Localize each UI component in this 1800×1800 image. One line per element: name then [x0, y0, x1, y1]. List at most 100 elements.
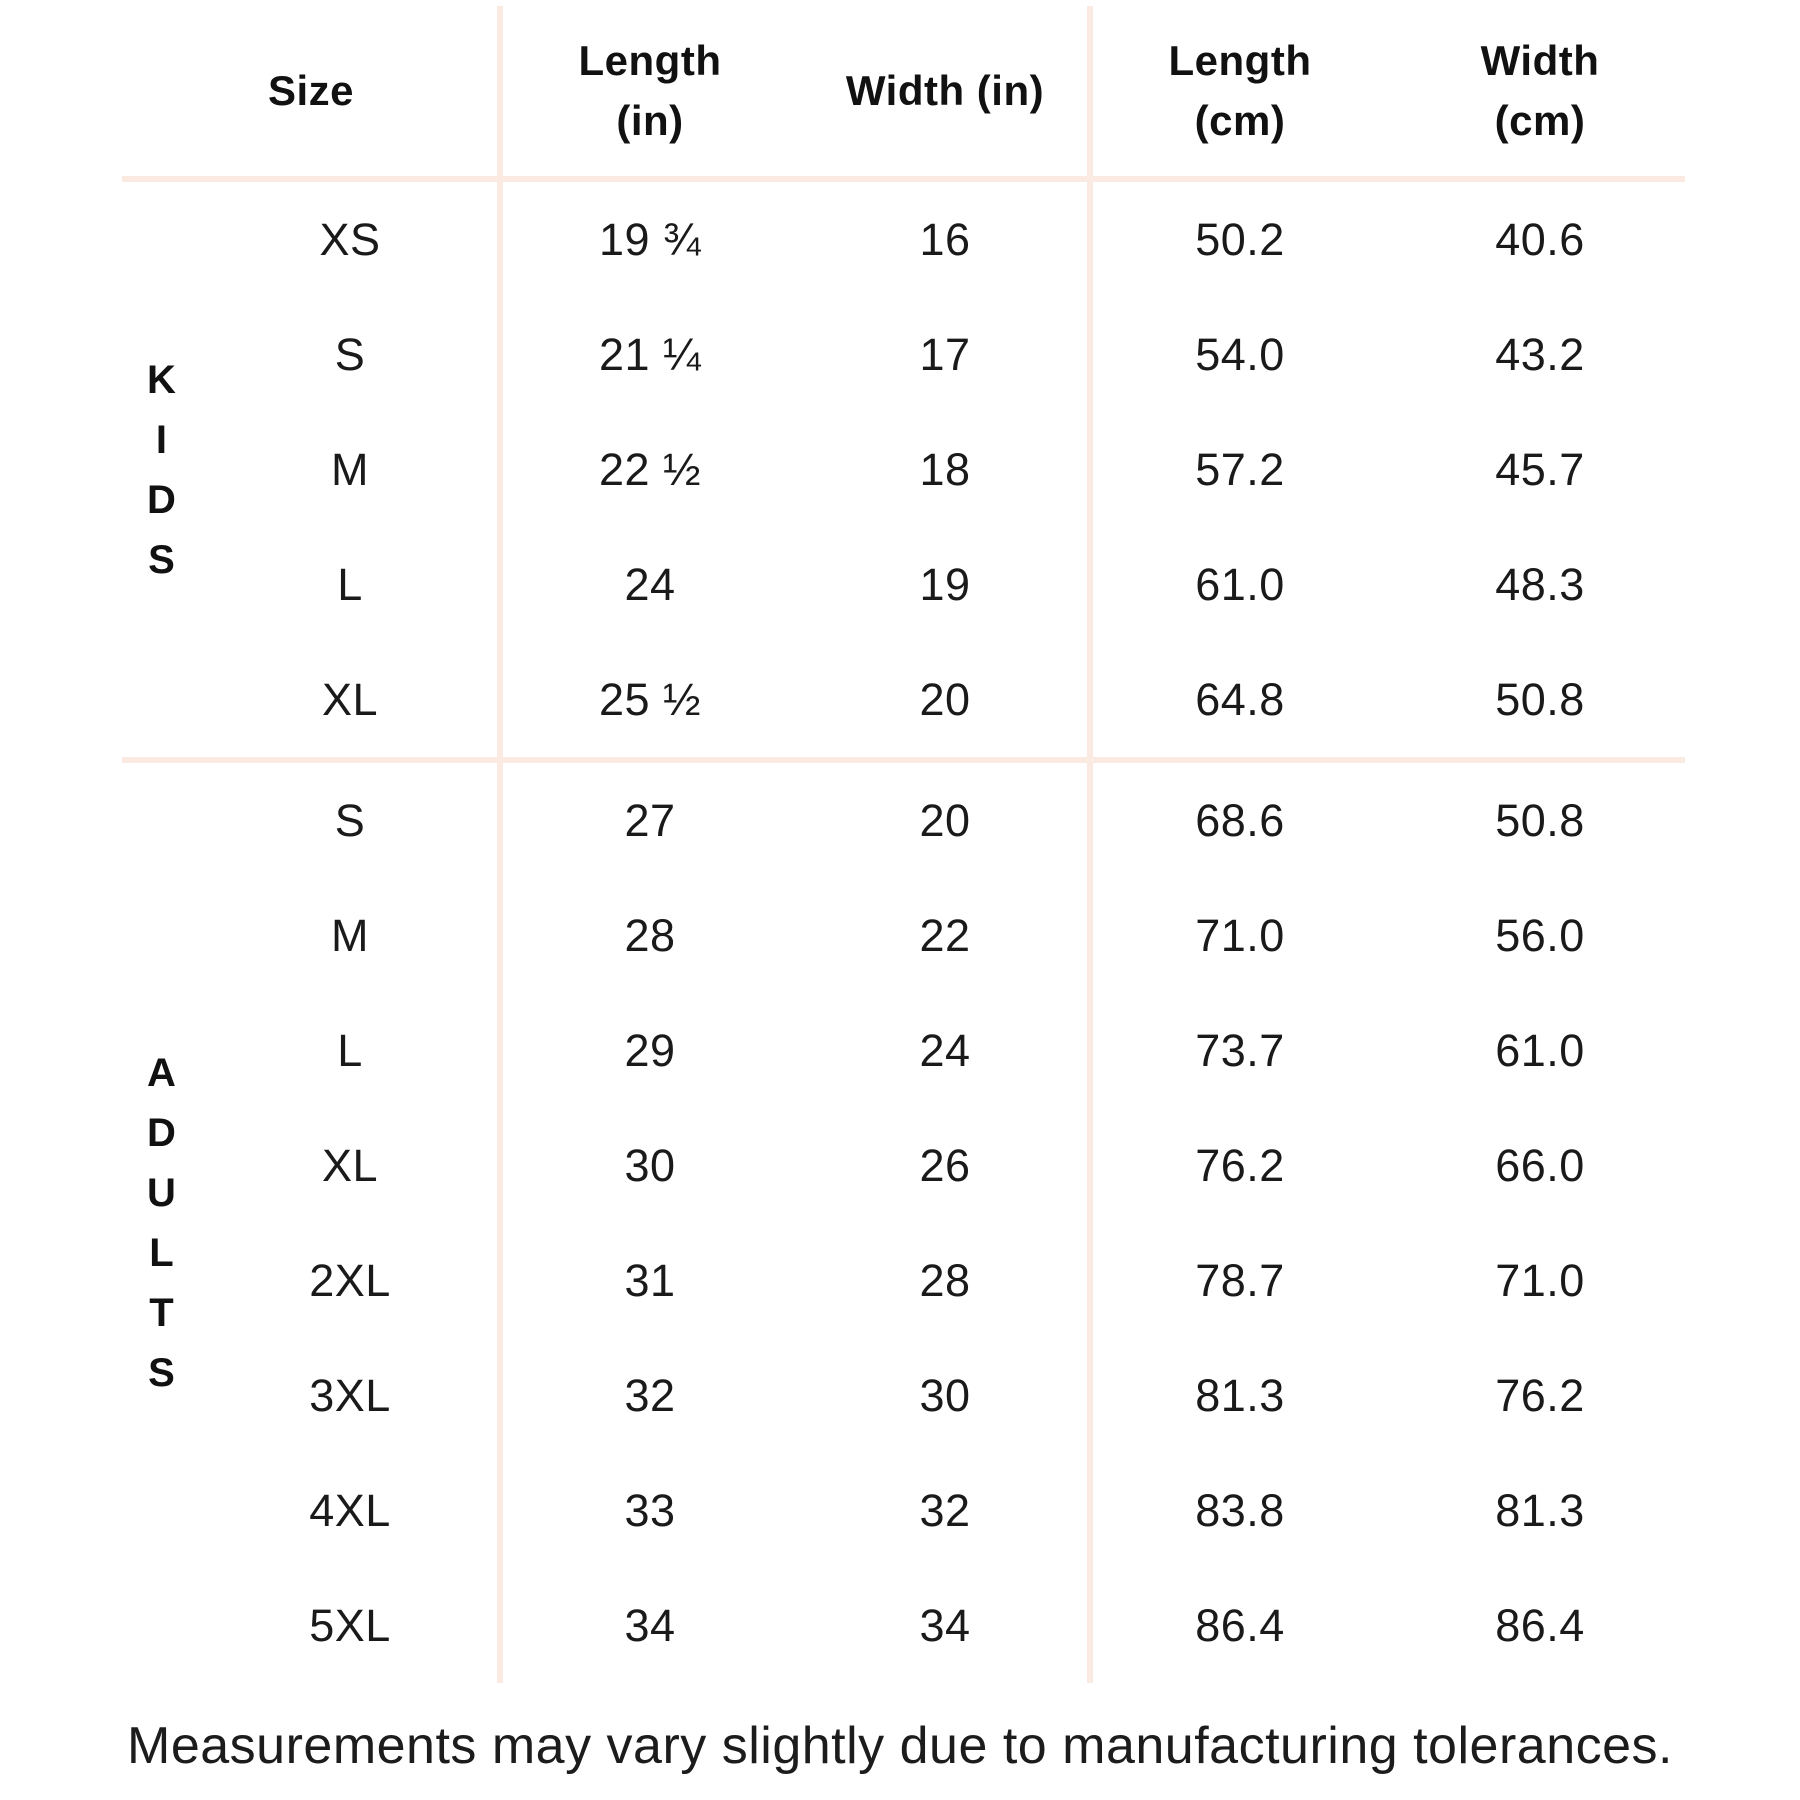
cell-width-cm: 76.2 [1495, 1369, 1585, 1421]
table-row-adults-s: S 27 20 68.6 50.8 [122, 763, 1690, 878]
col-header-size-label: Size [267, 67, 355, 114]
cell-width-in: 16 [919, 213, 971, 265]
cell-length-cm: 73.7 [1195, 1024, 1285, 1076]
col-header-width-cm-line2: (cm) [1494, 97, 1586, 144]
cell-width-cm: 43.2 [1495, 328, 1585, 380]
cell-width-cm: 48.3 [1495, 558, 1585, 610]
cell-length-cm: 81.3 [1195, 1369, 1285, 1421]
header-row: Size Length (in) Width (in) Length (cm) Wi… [122, 0, 1690, 182]
col-header-length-in-line1: Length [578, 37, 722, 84]
cell-width-cm: 40.6 [1495, 213, 1585, 265]
cell-length-in: 22 ½ [598, 443, 702, 495]
header-divider [122, 176, 1685, 182]
cell-length-cm: 76.2 [1195, 1139, 1285, 1191]
cell-size: 4XL [309, 1484, 391, 1536]
cell-length-cm: 68.6 [1195, 794, 1285, 846]
table-row-adults-l: L 29 24 73.7 61.0 [122, 993, 1690, 1108]
table-row-adults-m: M 28 22 71.0 56.0 [122, 878, 1690, 993]
cell-width-in: 26 [919, 1139, 971, 1191]
table-row-adults-5xl: 5XL 34 34 86.4 86.4 [122, 1568, 1690, 1683]
table-row-adults-3xl: 3XL 32 30 81.3 76.2 [122, 1338, 1690, 1453]
cell-length-cm: 78.7 [1195, 1254, 1285, 1306]
cell-size: S [334, 328, 366, 380]
cell-size: XL [321, 673, 379, 725]
vertical-divider-1 [497, 6, 503, 1683]
cell-length-in: 32 [624, 1369, 676, 1421]
cell-size: 2XL [309, 1254, 391, 1306]
cell-width-in: 19 [919, 558, 971, 610]
cell-width-cm: 71.0 [1495, 1254, 1585, 1306]
col-header-width-in-line1: Width (in) [845, 67, 1045, 114]
cell-length-cm: 64.8 [1195, 673, 1285, 725]
col-header-size: Size [122, 0, 500, 182]
cell-length-in: 27 [624, 794, 676, 846]
table-row-adults-4xl: 4XL 33 32 83.8 81.3 [122, 1453, 1690, 1568]
cell-length-in: 24 [624, 558, 676, 610]
cell-size: S [334, 794, 366, 846]
cell-width-in: 18 [919, 443, 971, 495]
cell-width-in: 20 [919, 794, 971, 846]
cell-size: XS [319, 213, 381, 265]
cell-length-in: 29 [624, 1024, 676, 1076]
cell-length-cm: 83.8 [1195, 1484, 1285, 1536]
cell-length-cm: 61.0 [1195, 558, 1285, 610]
cell-width-in: 20 [919, 673, 971, 725]
cell-length-in: 25 ½ [598, 673, 702, 725]
cell-length-cm: 86.4 [1195, 1599, 1285, 1651]
cell-length-in: 34 [624, 1599, 676, 1651]
cell-width-cm: 50.8 [1495, 673, 1585, 725]
cell-length-in: 33 [624, 1484, 676, 1536]
cell-width-cm: 45.7 [1495, 443, 1585, 495]
cell-width-in: 22 [919, 909, 971, 961]
cell-width-in: 24 [919, 1024, 971, 1076]
cell-size: L [337, 558, 363, 610]
cell-length-cm: 57.2 [1195, 443, 1285, 495]
cell-length-cm: 50.2 [1195, 213, 1285, 265]
cell-size: L [337, 1024, 363, 1076]
cell-length-cm: 71.0 [1195, 909, 1285, 961]
cell-width-cm: 50.8 [1495, 794, 1585, 846]
cell-width-cm: 66.0 [1495, 1139, 1585, 1191]
vertical-divider-2 [1087, 6, 1093, 1683]
col-header-width-cm: Width (cm) [1390, 0, 1690, 182]
col-header-length-in: Length (in) [500, 0, 800, 182]
cell-width-cm: 81.3 [1495, 1484, 1585, 1536]
cell-width-in: 17 [919, 328, 971, 380]
table-row-kids-xl: XL 25 ½ 20 64.8 50.8 [122, 642, 1690, 757]
table-row-adults-xl: XL 30 26 76.2 66.0 [122, 1108, 1690, 1223]
table-row-kids-s: S 21 ¼ 17 54.0 43.2 [122, 297, 1690, 412]
cell-size: M [331, 443, 369, 495]
table-row-kids-xs: XS 19 ¾ 16 50.2 40.6 [122, 182, 1690, 297]
cell-width-in: 28 [919, 1254, 971, 1306]
cell-width-in: 32 [919, 1484, 971, 1536]
footnote: Measurements may vary slightly due to ma… [127, 1717, 1673, 1775]
cell-width-cm: 56.0 [1495, 909, 1585, 961]
cell-width-in: 34 [919, 1599, 971, 1651]
table-row-kids-l: L 24 19 61.0 48.3 [122, 527, 1690, 642]
cell-length-in: 19 ¾ [598, 213, 702, 265]
cell-length-cm: 54.0 [1195, 328, 1285, 380]
col-header-length-cm-line1: Length [1168, 37, 1312, 84]
cell-length-in: 31 [624, 1254, 676, 1306]
col-header-width-cm-line1: Width [1480, 37, 1600, 84]
col-header-width-in: Width (in) [800, 0, 1090, 182]
cell-size: 3XL [309, 1369, 391, 1421]
table-row-adults-2xl: 2XL 31 28 78.7 71.0 [122, 1223, 1690, 1338]
cell-size: XL [321, 1139, 379, 1191]
cell-length-in: 28 [624, 909, 676, 961]
col-header-length-in-line2: (in) [616, 97, 684, 144]
cell-size: M [331, 909, 369, 961]
cell-size: 5XL [309, 1599, 391, 1651]
cell-width-in: 30 [919, 1369, 971, 1421]
section-divider [122, 757, 1685, 763]
cell-length-in: 30 [624, 1139, 676, 1191]
cell-length-in: 21 ¼ [598, 328, 702, 380]
cell-width-cm: 86.4 [1495, 1599, 1585, 1651]
col-header-length-cm-line2: (cm) [1194, 97, 1286, 144]
table-row-kids-m: M 22 ½ 18 57.2 45.7 [122, 412, 1690, 527]
